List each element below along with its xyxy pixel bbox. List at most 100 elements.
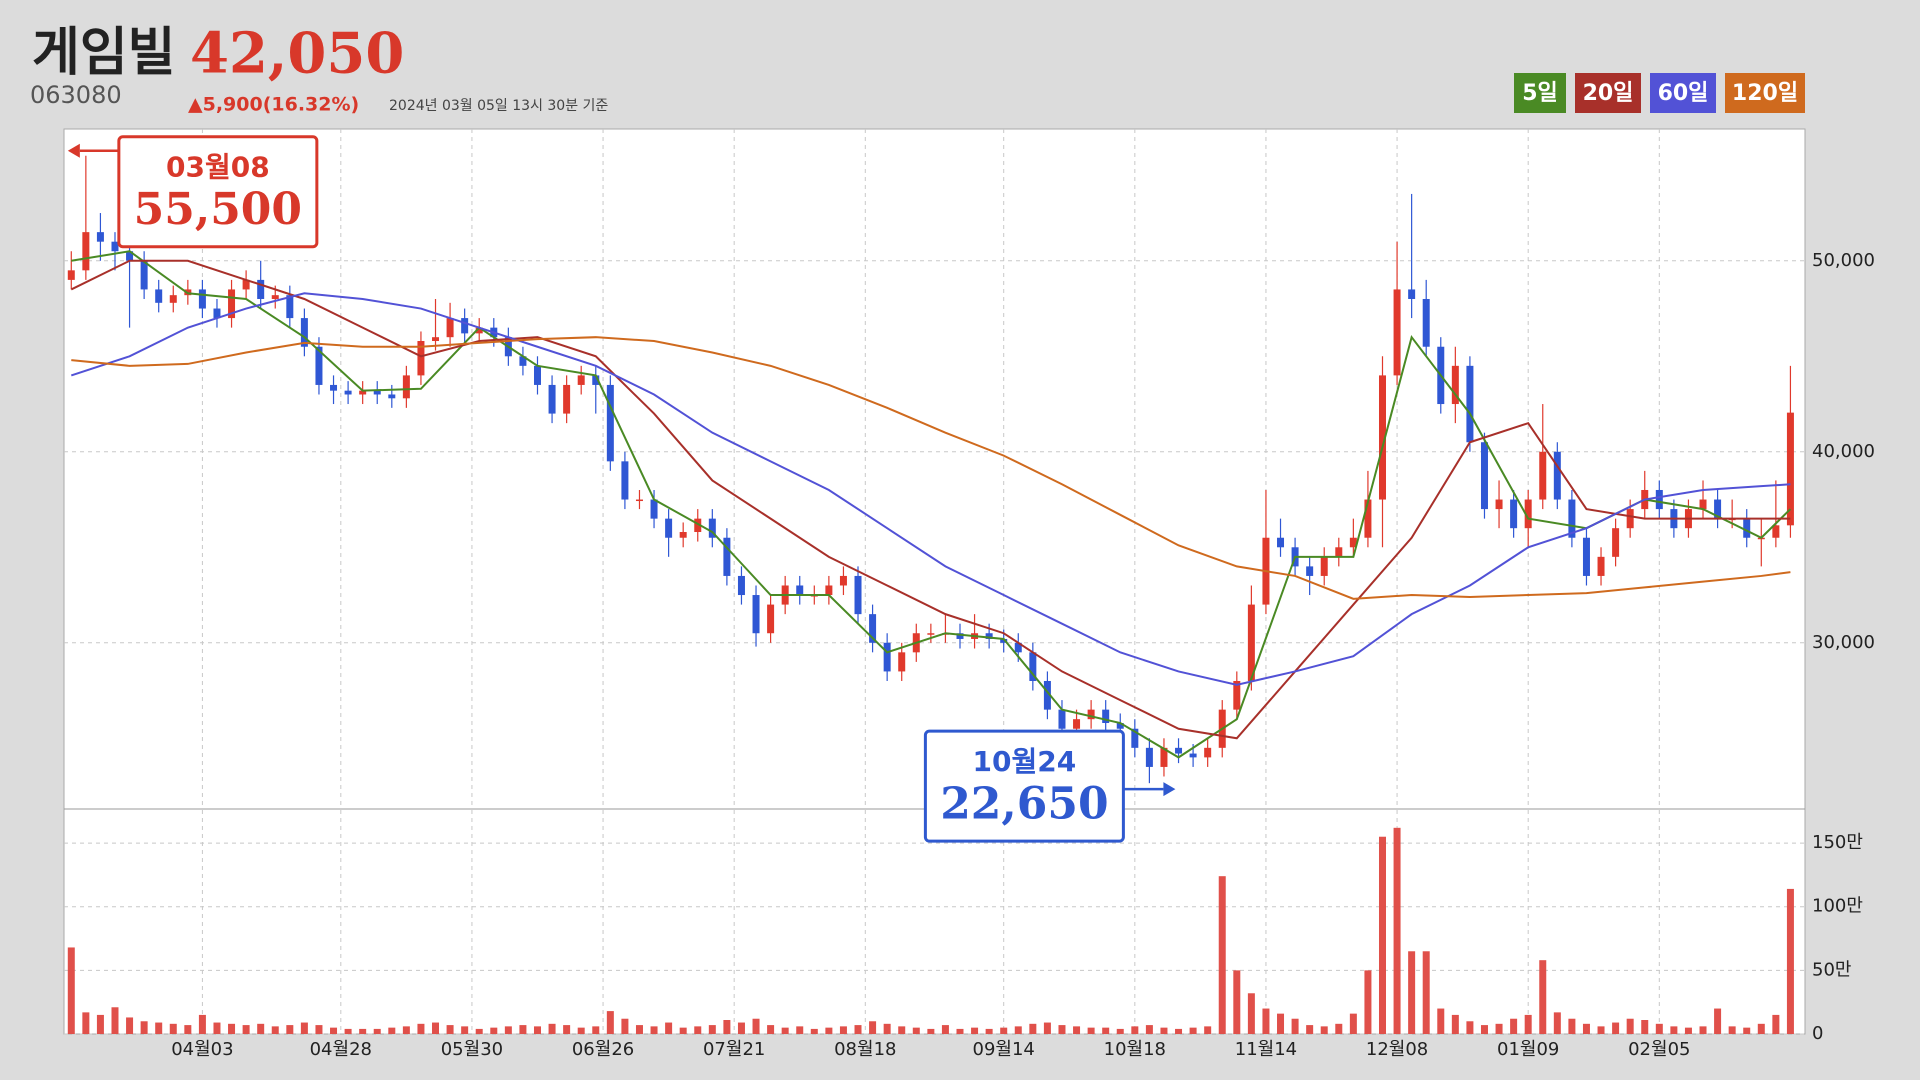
candle-body <box>1714 499 1722 519</box>
volume-bar <box>1102 1027 1110 1034</box>
legend-label: 60일 <box>1658 81 1709 106</box>
annotation-date: 10월24 <box>973 745 1077 778</box>
candle-body <box>1510 499 1518 529</box>
legend-swatch <box>1725 73 1805 113</box>
legend-item: 60일 <box>1650 73 1716 113</box>
candle-body <box>606 384 614 462</box>
volume-bar <box>126 1017 134 1034</box>
ma-line <box>71 336 1791 600</box>
volume-bar <box>1145 1025 1153 1034</box>
volume-bar <box>650 1026 658 1034</box>
volume-bar <box>752 1018 760 1034</box>
volume-bar <box>1422 951 1430 1034</box>
candle-body <box>1014 642 1022 653</box>
candle-body <box>796 585 804 596</box>
candle-body <box>825 585 833 596</box>
volume-bar <box>490 1027 498 1034</box>
volume-bar <box>767 1025 775 1034</box>
candle-body <box>621 461 629 500</box>
candle-body <box>1524 499 1532 529</box>
volume-bar <box>111 1007 119 1034</box>
volume-bar <box>1320 1026 1328 1034</box>
x-tick-label: 07월21 <box>703 1039 765 1060</box>
candle-body <box>1204 747 1212 758</box>
candle-body <box>1087 709 1095 720</box>
annotation-box <box>117 135 319 249</box>
candle-body <box>839 575 847 586</box>
volume-bar <box>1175 1028 1183 1034</box>
volume-bar <box>1626 1018 1634 1034</box>
x-tick-label: 11월14 <box>1235 1039 1297 1060</box>
volume-bar <box>1029 1023 1037 1034</box>
ma-line <box>70 292 1791 686</box>
volume-bar <box>825 1027 833 1034</box>
volume-bar <box>1073 1026 1081 1034</box>
x-tick-label: 05월30 <box>441 1039 503 1060</box>
legend-label: 5일 <box>1522 81 1558 106</box>
candle-body <box>1612 528 1620 557</box>
volume-bar <box>548 1023 556 1034</box>
volume-bar <box>1000 1027 1008 1034</box>
y2-tick-label: 0 <box>1812 1023 1823 1044</box>
volume-bar <box>563 1025 571 1034</box>
volume-bar <box>140 1021 148 1034</box>
volume-bar <box>1349 1013 1357 1034</box>
candle-body <box>82 232 90 271</box>
candle-body <box>242 279 250 290</box>
candle-body <box>679 532 687 538</box>
candle-body <box>1743 518 1751 538</box>
timestamp: 2024년 03월 05일 13시 30분 기준 <box>389 98 608 114</box>
candle-body <box>635 499 643 502</box>
candle-body <box>956 633 964 639</box>
volume-bar <box>883 1023 891 1034</box>
y2-tick-label: 100만 <box>1812 896 1863 917</box>
volume-bar <box>67 947 75 1034</box>
candle-body <box>432 337 440 342</box>
candle-body <box>1364 499 1372 538</box>
candle-body <box>1772 525 1780 538</box>
candle-body <box>1480 442 1488 510</box>
x-tick-label: 12월08 <box>1366 1039 1428 1060</box>
volume-bar <box>1670 1026 1678 1034</box>
volume-bar <box>1641 1020 1649 1034</box>
legend-swatch <box>1650 73 1716 113</box>
candle-body <box>417 341 425 376</box>
annotation-date: 03월08 <box>166 151 270 184</box>
volume-bar <box>169 1023 177 1034</box>
candle-body <box>737 575 745 596</box>
y2-tick-label: 150만 <box>1812 832 1863 853</box>
candle-body <box>140 260 148 290</box>
legend-item: 5일 <box>1514 73 1566 113</box>
volume-bar <box>1597 1026 1605 1034</box>
volume-bar <box>82 1012 90 1034</box>
volume-bar <box>869 1021 877 1034</box>
candle-body <box>1247 604 1255 681</box>
volume-bar <box>1364 970 1372 1034</box>
candle-body <box>446 318 454 338</box>
candle-body <box>1029 652 1037 681</box>
volume-bar <box>1743 1027 1751 1034</box>
candle-body <box>67 270 75 280</box>
candle-body <box>1306 566 1314 576</box>
price-change: ▲5,900(16.32%) <box>188 94 359 116</box>
volume-bar <box>781 1027 789 1034</box>
candle-body <box>1102 709 1110 724</box>
candle-body <box>752 595 760 634</box>
volume-bar <box>1087 1027 1095 1034</box>
volume-bar <box>1655 1023 1663 1034</box>
candle-body <box>1131 728 1139 748</box>
candle-body <box>694 518 702 533</box>
volume-bar <box>971 1027 979 1034</box>
annotation-value: 22,650 <box>940 779 1108 830</box>
volume-bar <box>941 1025 949 1034</box>
candle-body <box>985 633 993 639</box>
candle-body <box>1116 723 1124 729</box>
volume-bar <box>1466 1021 1474 1034</box>
x-tick-label: 10월18 <box>1104 1039 1166 1060</box>
volume-bar <box>1291 1018 1299 1034</box>
volume-bar <box>402 1026 410 1034</box>
candle-body <box>519 356 527 366</box>
volume-bar <box>1335 1023 1343 1034</box>
candle-body <box>1786 412 1794 526</box>
volume-bar <box>1408 951 1416 1034</box>
